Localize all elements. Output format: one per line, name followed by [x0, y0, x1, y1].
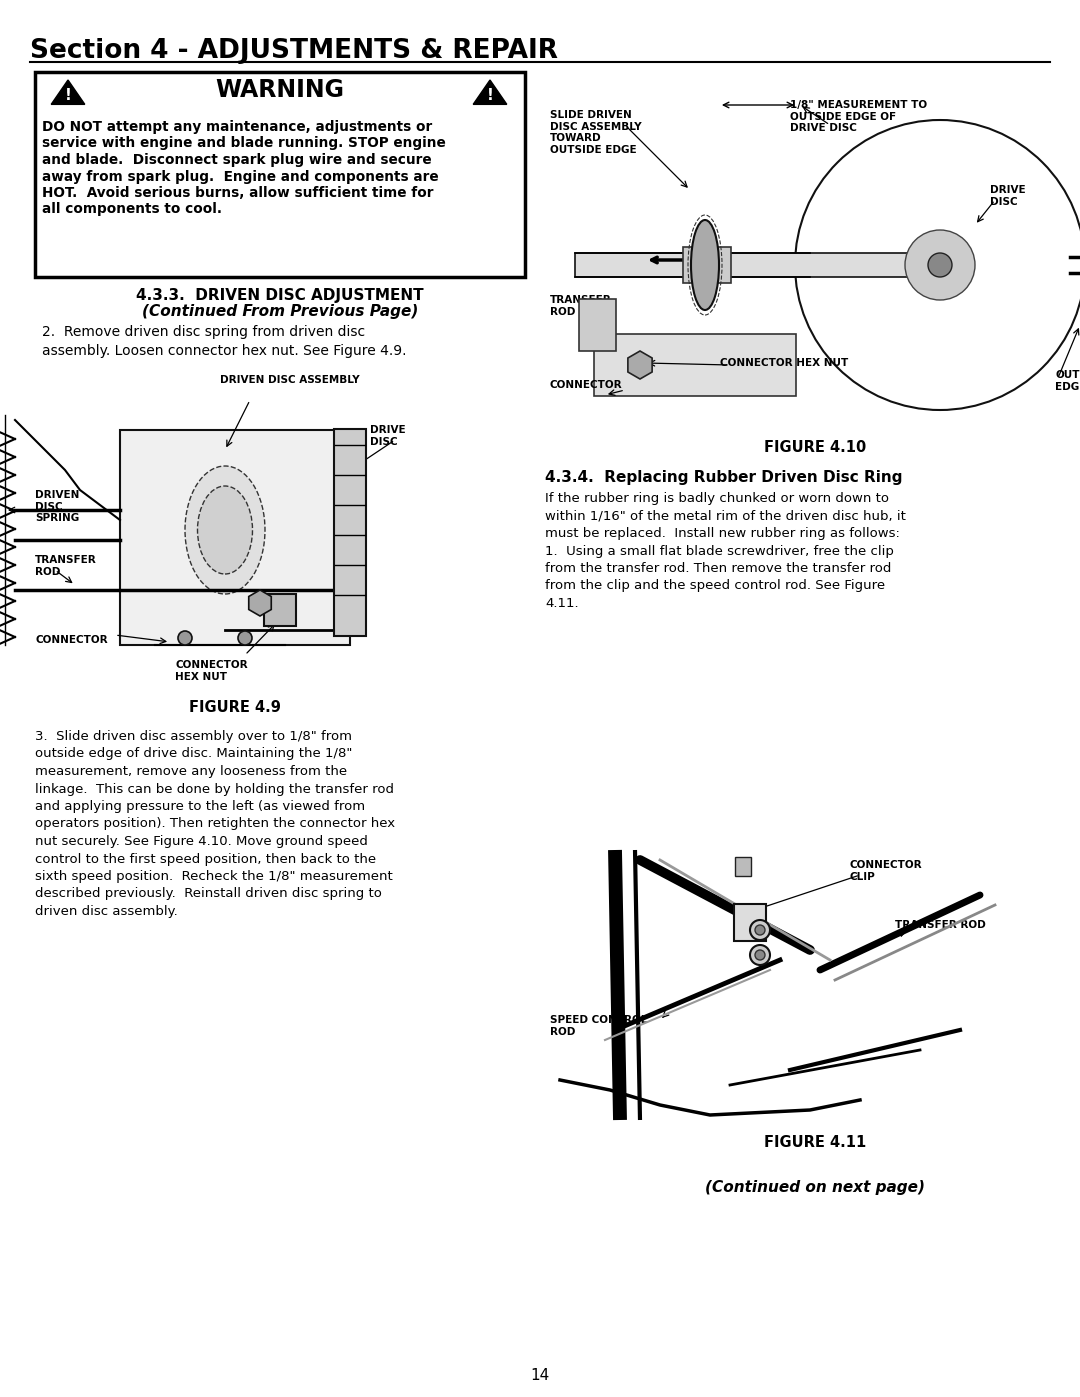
Text: !: !: [487, 88, 494, 102]
Text: CONNECTOR
CLIP: CONNECTOR CLIP: [850, 861, 922, 882]
Text: If the rubber ring is badly chunked or worn down to
within 1/16" of the metal ri: If the rubber ring is badly chunked or w…: [545, 492, 906, 610]
Circle shape: [238, 631, 252, 645]
FancyBboxPatch shape: [734, 856, 751, 876]
Text: DO NOT attempt any maintenance, adjustments or: DO NOT attempt any maintenance, adjustme…: [42, 120, 432, 134]
Text: 1/8" MEASUREMENT TO
OUTSIDE EDGE OF
DRIVE DISC: 1/8" MEASUREMENT TO OUTSIDE EDGE OF DRIV…: [789, 101, 927, 133]
Text: CONNECTOR HEX NUT: CONNECTOR HEX NUT: [720, 358, 848, 367]
Text: 3.  Slide driven disc assembly over to 1/8" from
outside edge of drive disc. Mai: 3. Slide driven disc assembly over to 1/…: [35, 731, 395, 918]
Text: FIGURE 4.10: FIGURE 4.10: [764, 440, 866, 455]
Text: CONNECTOR: CONNECTOR: [35, 636, 108, 645]
Text: TRANSFER
ROD: TRANSFER ROD: [550, 295, 611, 317]
FancyBboxPatch shape: [717, 247, 731, 284]
FancyBboxPatch shape: [334, 429, 366, 636]
Circle shape: [905, 231, 975, 300]
Text: (Continued From Previous Page): (Continued From Previous Page): [141, 305, 418, 319]
FancyBboxPatch shape: [264, 594, 296, 626]
Text: service with engine and blade running. STOP engine: service with engine and blade running. S…: [42, 137, 446, 151]
Circle shape: [755, 925, 765, 935]
Text: DRIVEN
DISC
SPRING: DRIVEN DISC SPRING: [35, 490, 79, 524]
Text: SPEED CONTROL
ROD: SPEED CONTROL ROD: [550, 1016, 647, 1037]
Circle shape: [755, 950, 765, 960]
FancyBboxPatch shape: [120, 430, 350, 645]
Text: FIGURE 4.9: FIGURE 4.9: [189, 700, 281, 715]
Text: TRANSFER
ROD: TRANSFER ROD: [35, 555, 97, 577]
Circle shape: [750, 944, 770, 965]
Text: CONNECTOR
HEX NUT: CONNECTOR HEX NUT: [175, 659, 247, 682]
Text: HOT.  Avoid serious burns, allow sufficient time for: HOT. Avoid serious burns, allow sufficie…: [42, 186, 433, 200]
Text: 4.3.3.  DRIVEN DISC ADJUSTMENT: 4.3.3. DRIVEN DISC ADJUSTMENT: [136, 288, 423, 303]
Text: FIGURE 4.11: FIGURE 4.11: [764, 1134, 866, 1150]
Text: and blade.  Disconnect spark plug wire and secure: and blade. Disconnect spark plug wire an…: [42, 154, 432, 168]
Circle shape: [178, 631, 192, 645]
Circle shape: [928, 253, 951, 277]
Polygon shape: [473, 80, 507, 105]
Ellipse shape: [185, 467, 265, 594]
Text: DRIVE
DISC: DRIVE DISC: [990, 184, 1026, 207]
Circle shape: [795, 120, 1080, 409]
Ellipse shape: [691, 219, 719, 310]
Text: TRANSFER ROD: TRANSFER ROD: [895, 921, 986, 930]
FancyBboxPatch shape: [594, 334, 796, 395]
Circle shape: [750, 921, 770, 940]
Ellipse shape: [198, 486, 253, 574]
Text: (Continued on next page): (Continued on next page): [705, 1180, 924, 1194]
Text: !: !: [65, 88, 71, 102]
FancyBboxPatch shape: [683, 247, 697, 284]
FancyBboxPatch shape: [579, 299, 616, 351]
FancyBboxPatch shape: [35, 73, 525, 277]
Text: 14: 14: [530, 1368, 550, 1383]
Text: all components to cool.: all components to cool.: [42, 203, 222, 217]
Text: 2.  Remove driven disc spring from driven disc
assembly. Loosen connector hex nu: 2. Remove driven disc spring from driven…: [42, 326, 406, 359]
FancyBboxPatch shape: [575, 253, 950, 277]
Text: away from spark plug.  Engine and components are: away from spark plug. Engine and compone…: [42, 169, 438, 183]
Text: SLIDE DRIVEN
DISC ASSEMBLY
TOWARD
OUTSIDE EDGE: SLIDE DRIVEN DISC ASSEMBLY TOWARD OUTSID…: [550, 110, 642, 155]
Text: WARNING: WARNING: [216, 78, 345, 102]
Text: 4.3.4.  Replacing Rubber Driven Disc Ring: 4.3.4. Replacing Rubber Driven Disc Ring: [545, 469, 903, 485]
Text: DRIVE
DISC: DRIVE DISC: [370, 425, 406, 447]
Text: DRIVEN DISC ASSEMBLY: DRIVEN DISC ASSEMBLY: [220, 374, 360, 386]
FancyBboxPatch shape: [734, 904, 766, 942]
Text: OUTSIDE
EDGE: OUTSIDE EDGE: [1055, 370, 1080, 391]
Text: Section 4 - ADJUSTMENTS & REPAIR: Section 4 - ADJUSTMENTS & REPAIR: [30, 38, 558, 64]
Polygon shape: [51, 80, 85, 105]
Text: CONNECTOR: CONNECTOR: [550, 380, 623, 390]
